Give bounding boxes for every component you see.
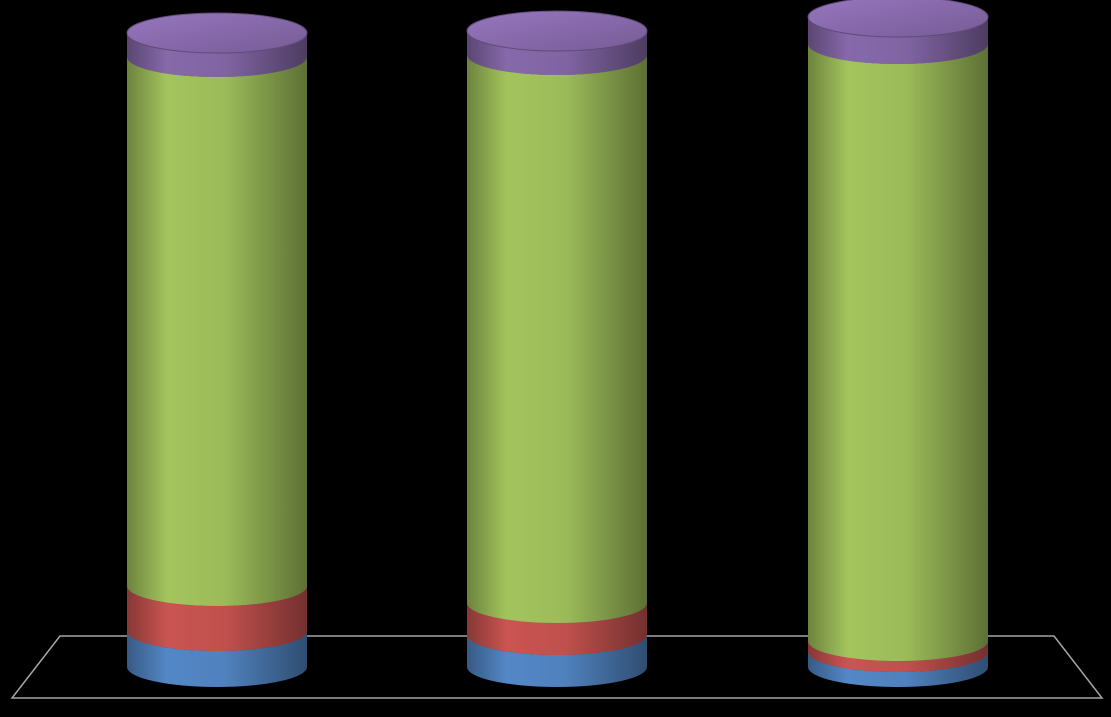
cylinder-col-2-seg-green-side: [467, 55, 647, 623]
cylinder-col-3-seg-green-side: [808, 44, 988, 661]
cylinder-col-1-seg-green-side: [127, 57, 307, 606]
cylinder-col-2: [467, 11, 647, 687]
cylinder-col-3: [808, 0, 988, 687]
cylinder-col-1: [127, 13, 307, 687]
chart-stage: [0, 0, 1111, 717]
